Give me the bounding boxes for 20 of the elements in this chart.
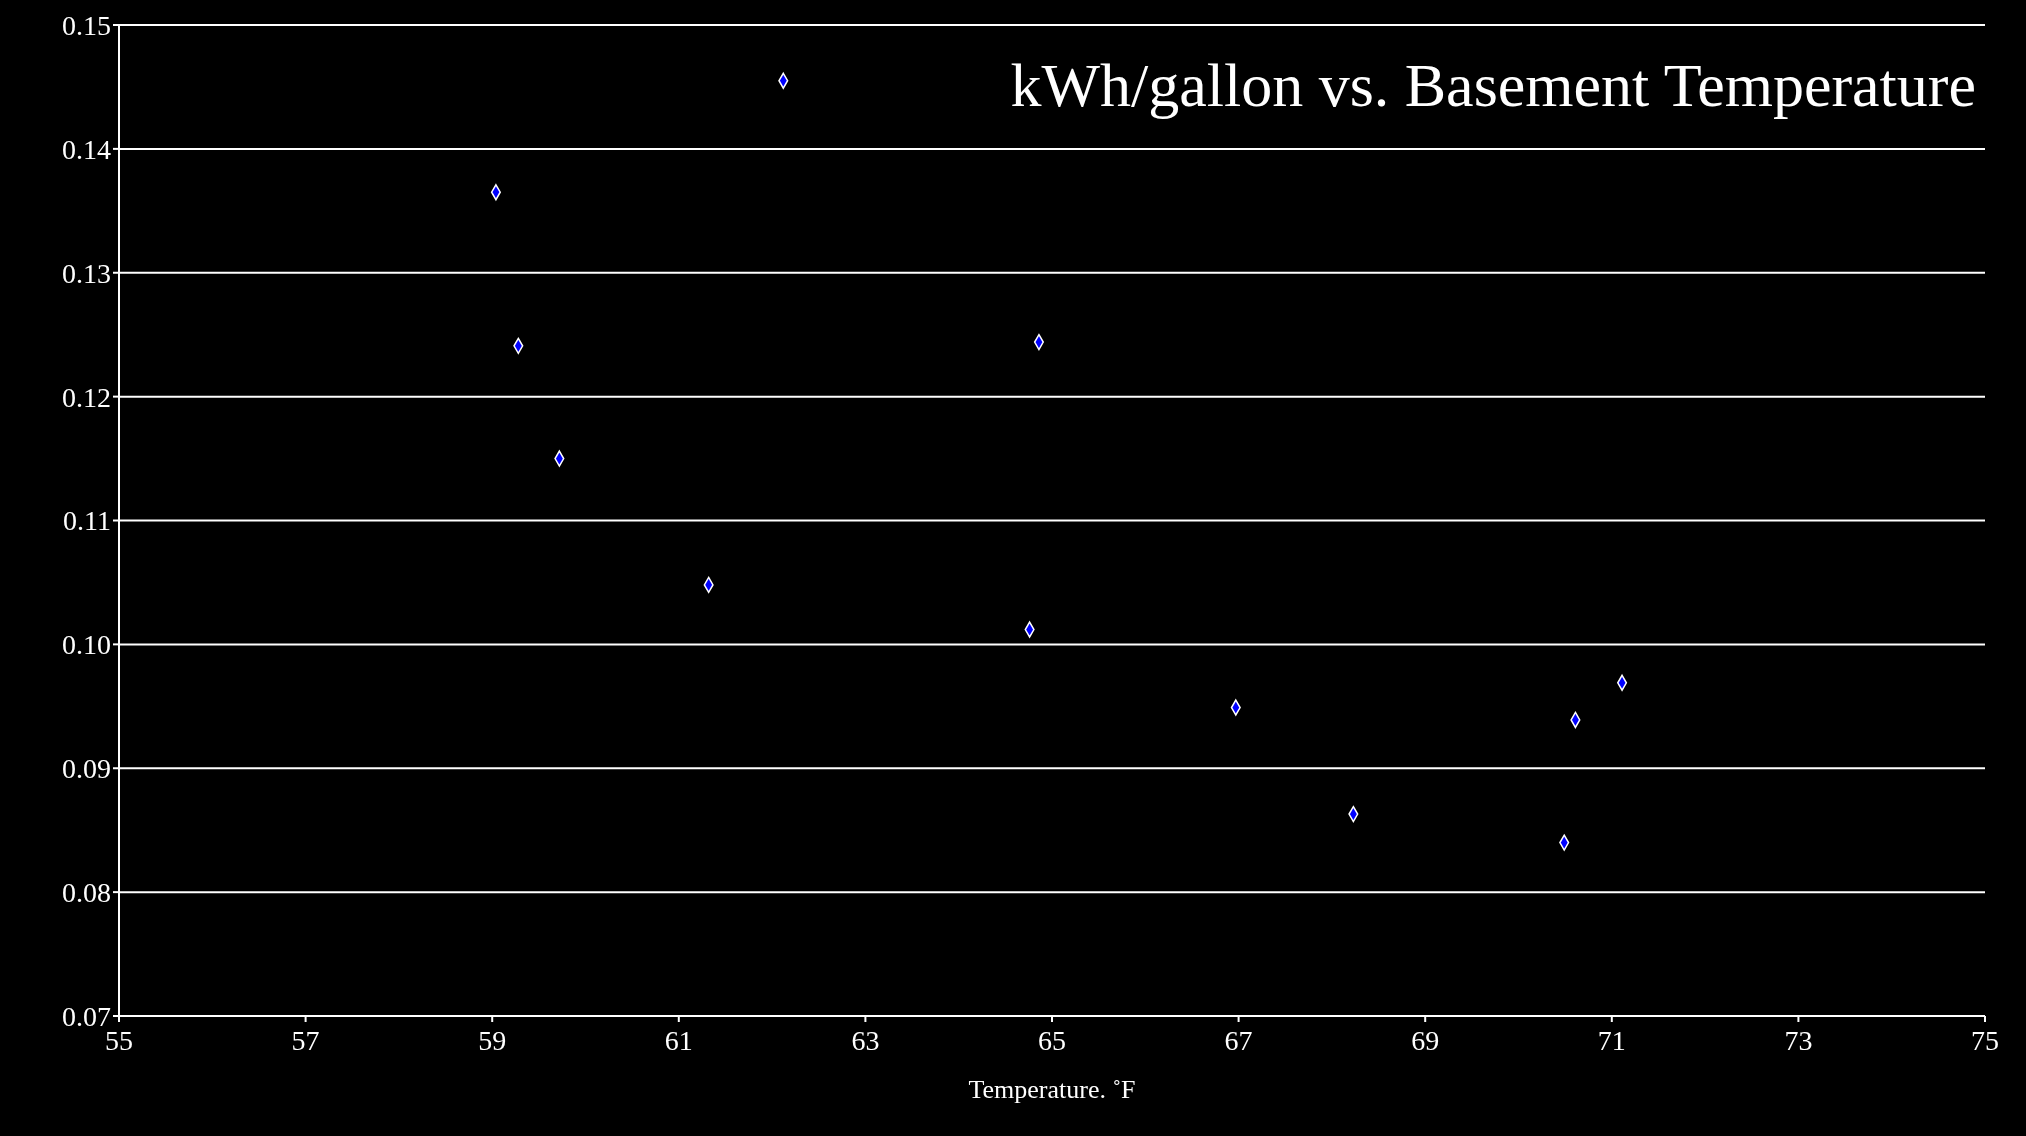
x-tick-label: 75 xyxy=(1971,1024,1999,1056)
x-tick-label: 59 xyxy=(478,1024,507,1056)
x-tick-label: 67 xyxy=(1224,1024,1253,1056)
y-tick-label: 0.08 xyxy=(62,877,111,909)
chart-title: kWh/gallon vs. Basement Temperature xyxy=(1010,50,1976,121)
x-tick-label: 69 xyxy=(1411,1024,1440,1056)
x-axis-title: Temperature. ˚F xyxy=(968,1075,1136,1104)
x-tick-label: 63 xyxy=(851,1024,880,1056)
y-tick-label: 0.12 xyxy=(62,381,111,413)
x-tick-label: 65 xyxy=(1038,1024,1066,1056)
x-tick-label: 71 xyxy=(1597,1024,1626,1056)
y-tick-label: 0.11 xyxy=(63,505,111,537)
y-tick-label: 0.14 xyxy=(62,133,111,165)
y-tick-label: 0.15 xyxy=(62,9,111,41)
x-tick-label: 73 xyxy=(1784,1024,1813,1056)
x-tick-label: 57 xyxy=(291,1024,320,1056)
y-tick-label: 0.13 xyxy=(62,257,111,289)
y-tick-label: 0.09 xyxy=(62,753,111,785)
y-tick-label: 0.10 xyxy=(62,629,111,661)
x-tick-label: 61 xyxy=(664,1024,693,1056)
